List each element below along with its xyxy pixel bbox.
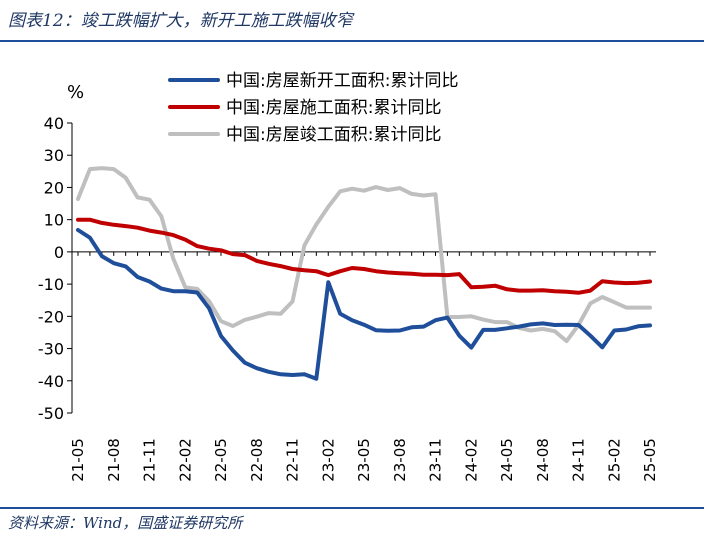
x-tick-label: 24-11 — [570, 438, 588, 482]
x-tick-label: 21-08 — [105, 438, 123, 482]
x-tick-label: 24-08 — [534, 438, 552, 482]
x-tick-label: 23-08 — [391, 438, 409, 482]
x-tick-label: 25-02 — [605, 438, 623, 482]
series-line-2 — [76, 217, 652, 295]
x-tick-label: 21-11 — [141, 438, 159, 482]
x-tick-label: 25-05 — [641, 438, 659, 482]
y-ticks: 40 30 20 10 0 -10 -20 -30 -40 -50 — [38, 114, 72, 423]
legend-label-3: 中国:房屋竣工面积:累计同比 — [226, 125, 441, 145]
legend: 中国:房屋新开工面积:累计同比中国:房屋施工面积:累计同比中国:房屋竣工面积:累… — [168, 71, 458, 145]
title-rule — [0, 40, 704, 42]
x-tick-label: 21-05 — [69, 438, 87, 482]
y-axis-label: % — [67, 82, 84, 103]
page-title: 图表12：竣工跌幅扩大，新开工施工跌幅收窄 — [8, 11, 353, 31]
y-tick-label: -30 — [38, 340, 64, 359]
y-tick-label: -50 — [38, 404, 64, 423]
x-tick-label: 23-02 — [319, 438, 337, 482]
x-tick-label: 22-02 — [176, 438, 194, 482]
x-tick-label: 24-05 — [498, 438, 516, 482]
y-tick-label: 10 — [44, 211, 64, 230]
x-tick-label: 22-11 — [284, 438, 302, 482]
footer-rule — [0, 507, 704, 509]
x-tick-label: 23-05 — [355, 438, 373, 482]
x-ticks: 21-05 21-08 21-11 22-02 22-05 22-08 22-11 23-02… — [69, 251, 659, 482]
y-tick-label: -10 — [38, 275, 64, 294]
series-line-3 — [76, 166, 652, 344]
y-tick-label: -40 — [38, 372, 64, 391]
y-tick-label: 40 — [44, 114, 64, 133]
y-tick-label: 0 — [54, 243, 64, 262]
series-lines — [76, 166, 652, 381]
x-tick-label: 22-08 — [248, 438, 266, 482]
series-line-1 — [76, 228, 652, 381]
x-tick-label: 24-02 — [462, 438, 480, 482]
y-tick-label: 20 — [44, 178, 64, 197]
legend-label-1: 中国:房屋新开工面积:累计同比 — [226, 71, 458, 91]
x-tick-label: 22-05 — [212, 438, 230, 482]
y-tick-label: 30 — [44, 146, 64, 165]
x-tick-label: 23-11 — [427, 438, 445, 482]
legend-label-2: 中国:房屋施工面积:累计同比 — [226, 98, 441, 118]
y-tick-label: -20 — [38, 307, 64, 326]
source-note: 资料来源：Wind，国盛证券研究所 — [8, 514, 243, 532]
